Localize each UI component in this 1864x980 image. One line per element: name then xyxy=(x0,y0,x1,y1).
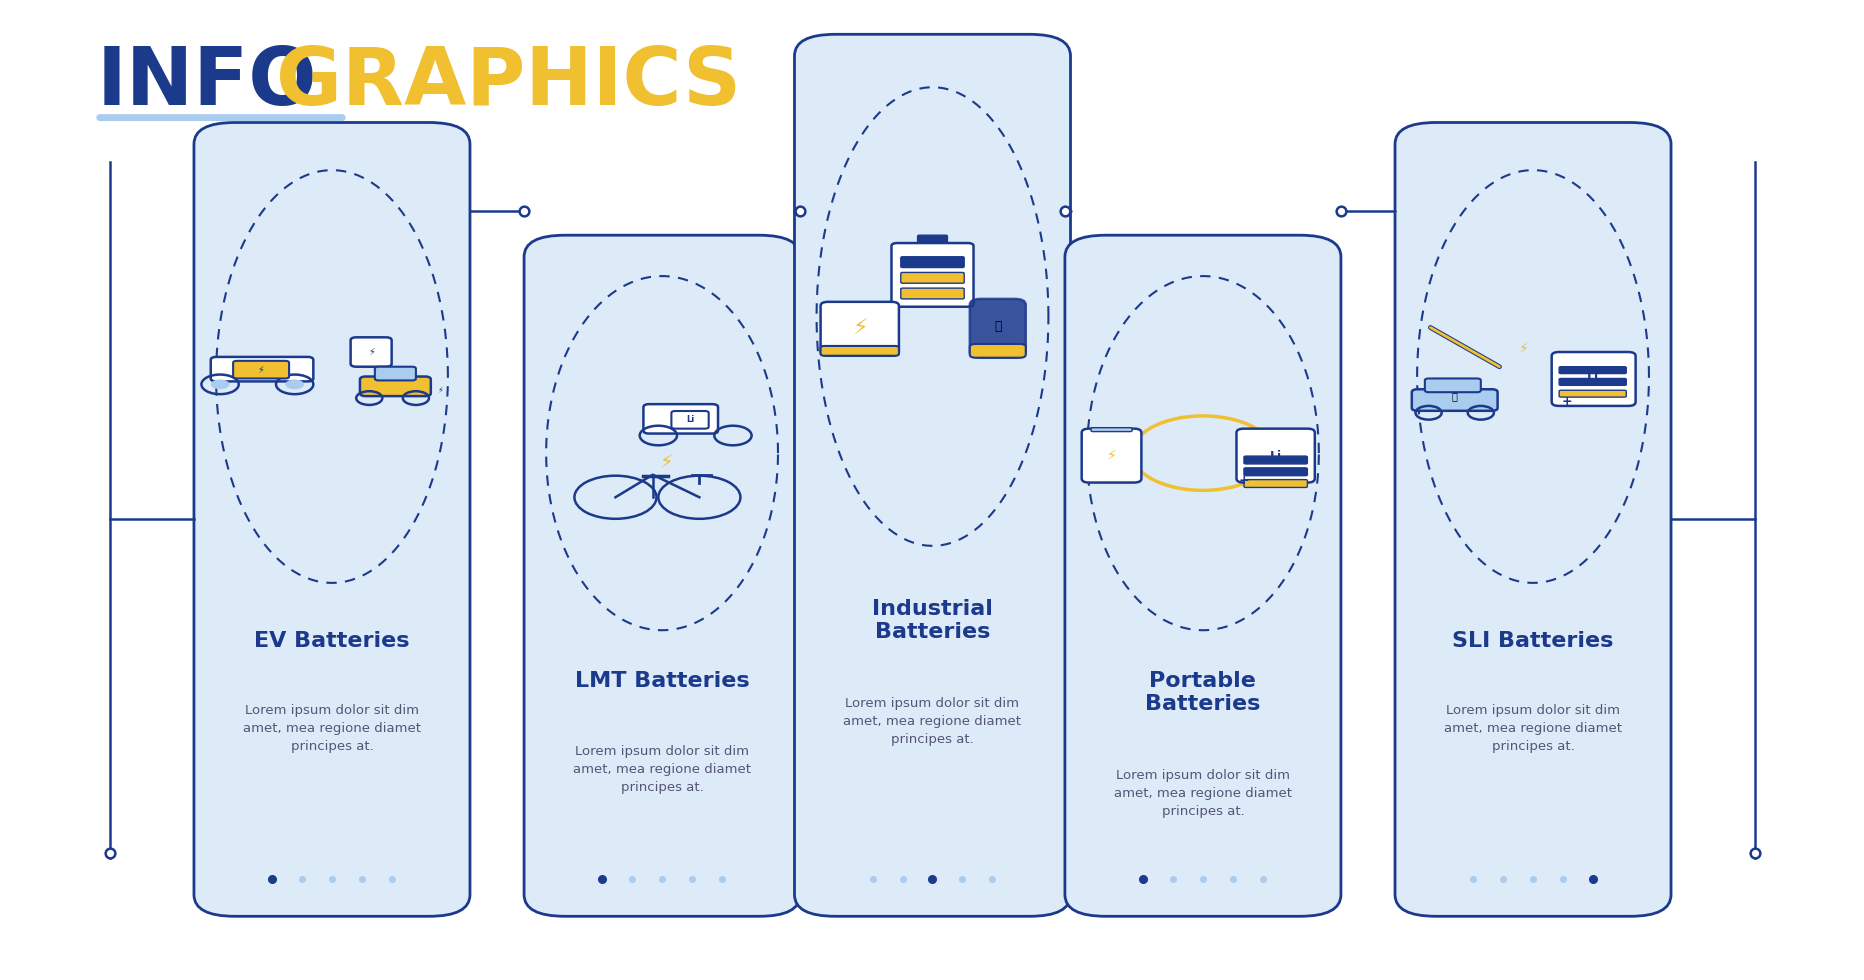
FancyBboxPatch shape xyxy=(350,337,391,367)
Circle shape xyxy=(211,379,229,389)
FancyBboxPatch shape xyxy=(360,376,431,396)
Text: Lorem ipsum dolor sit dim
amet, mea regione diamet
principes at.: Lorem ipsum dolor sit dim amet, mea regi… xyxy=(843,697,1021,746)
Text: Lorem ipsum dolor sit dim
amet, mea regione diamet
principes at.: Lorem ipsum dolor sit dim amet, mea regi… xyxy=(1443,704,1622,753)
FancyBboxPatch shape xyxy=(1064,235,1340,916)
FancyBboxPatch shape xyxy=(1558,390,1625,397)
FancyBboxPatch shape xyxy=(891,243,973,307)
FancyBboxPatch shape xyxy=(643,404,718,433)
Text: ⚡: ⚡ xyxy=(1105,449,1117,464)
Text: SLI Batteries: SLI Batteries xyxy=(1452,630,1612,651)
Text: 💡: 💡 xyxy=(1450,391,1458,401)
FancyBboxPatch shape xyxy=(917,235,947,243)
Text: EV Batteries: EV Batteries xyxy=(254,630,410,651)
FancyBboxPatch shape xyxy=(194,122,470,916)
FancyBboxPatch shape xyxy=(1411,389,1497,411)
Text: Industrial
Batteries: Industrial Batteries xyxy=(872,599,992,642)
FancyBboxPatch shape xyxy=(820,302,898,356)
FancyBboxPatch shape xyxy=(1081,428,1141,482)
FancyBboxPatch shape xyxy=(1394,122,1670,916)
FancyBboxPatch shape xyxy=(1551,352,1635,406)
FancyBboxPatch shape xyxy=(1090,427,1131,431)
FancyBboxPatch shape xyxy=(820,346,898,356)
FancyBboxPatch shape xyxy=(1558,378,1625,385)
Text: ⚡: ⚡ xyxy=(257,365,265,374)
Text: INFO: INFO xyxy=(97,44,317,122)
FancyBboxPatch shape xyxy=(900,288,964,299)
Circle shape xyxy=(285,379,304,389)
Text: ⚡: ⚡ xyxy=(852,319,867,339)
Text: Lorem ipsum dolor sit dim
amet, mea regione diamet
principes at.: Lorem ipsum dolor sit dim amet, mea regi… xyxy=(242,704,421,753)
FancyBboxPatch shape xyxy=(1243,467,1307,475)
FancyBboxPatch shape xyxy=(671,411,708,428)
FancyBboxPatch shape xyxy=(211,357,313,381)
FancyBboxPatch shape xyxy=(375,367,416,380)
Text: Lorem ipsum dolor sit dim
amet, mea regione diamet
principes at.: Lorem ipsum dolor sit dim amet, mea regi… xyxy=(572,745,751,794)
Text: ⚡: ⚡ xyxy=(436,385,444,394)
Text: ⚡: ⚡ xyxy=(658,454,673,472)
Text: Lorem ipsum dolor sit dim
amet, mea regione diamet
principes at.: Lorem ipsum dolor sit dim amet, mea regi… xyxy=(1113,769,1292,818)
FancyBboxPatch shape xyxy=(969,299,1025,358)
FancyBboxPatch shape xyxy=(1424,378,1480,392)
Text: Portable
Batteries: Portable Batteries xyxy=(1144,671,1260,714)
FancyBboxPatch shape xyxy=(900,257,964,268)
Text: Li: Li xyxy=(1269,450,1281,463)
Text: LMT Batteries: LMT Batteries xyxy=(574,671,749,691)
FancyBboxPatch shape xyxy=(1558,367,1625,373)
Text: ⚡: ⚡ xyxy=(367,347,375,357)
FancyBboxPatch shape xyxy=(794,34,1070,916)
FancyBboxPatch shape xyxy=(900,272,964,283)
FancyBboxPatch shape xyxy=(1236,428,1314,482)
Text: 💧: 💧 xyxy=(994,319,1001,333)
Text: Li: Li xyxy=(686,416,693,424)
Text: Li: Li xyxy=(1586,370,1597,383)
FancyBboxPatch shape xyxy=(1243,456,1307,464)
FancyBboxPatch shape xyxy=(524,235,800,916)
Text: GRAPHICS: GRAPHICS xyxy=(276,44,740,122)
Text: ⚡: ⚡ xyxy=(1517,342,1528,356)
FancyBboxPatch shape xyxy=(1243,479,1307,487)
FancyBboxPatch shape xyxy=(969,344,1025,358)
Text: +: + xyxy=(1560,395,1571,408)
Text: +: + xyxy=(1238,474,1249,487)
FancyBboxPatch shape xyxy=(233,361,289,378)
